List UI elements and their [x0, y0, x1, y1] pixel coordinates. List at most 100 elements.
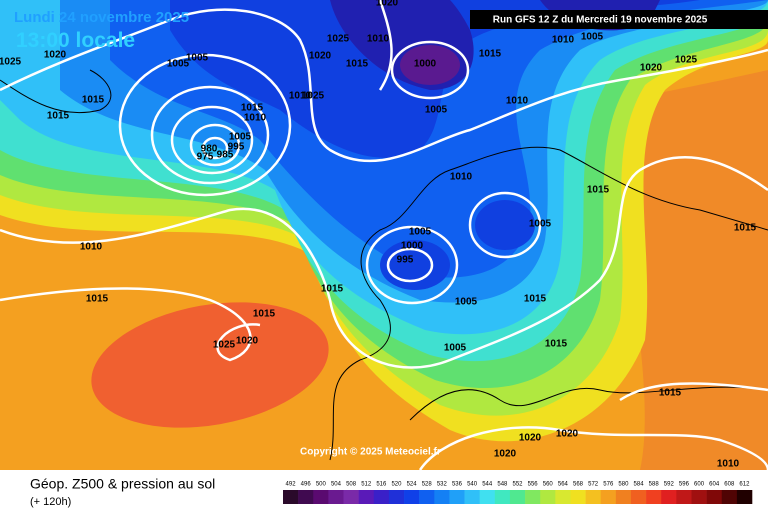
colorbar-label: 544: [482, 482, 493, 488]
isobar-label: 1020: [236, 336, 259, 347]
isobar: [201, 136, 229, 160]
colorbar-label: 596: [679, 482, 690, 488]
isobar-label: 1010: [552, 35, 575, 46]
colorbar-label: 588: [649, 482, 660, 488]
colorbar-label: 504: [331, 482, 342, 488]
colorbar-cell: [328, 490, 344, 504]
colorbar-cell: [464, 490, 480, 504]
colorbar-cell: [358, 490, 375, 504]
isobar-label: 1015: [524, 294, 547, 305]
colorbar-label: 568: [573, 482, 584, 488]
colorbar-label: 612: [739, 482, 750, 488]
colorbar-cell: [388, 490, 405, 504]
colorbar-label: 492: [286, 482, 297, 488]
purple-core: [400, 45, 460, 85]
run-label: Run GFS 12 Z du Mercredi 19 novembre 202…: [493, 15, 708, 26]
isobar-label: 995: [228, 142, 245, 153]
isobar-label: 1020: [640, 63, 663, 74]
isobar-label: 1005: [167, 59, 190, 70]
colorbar-label: 528: [422, 482, 433, 488]
isobar-label: 1020: [376, 0, 399, 9]
isobar-label: 1005: [229, 132, 252, 143]
colorbar-cell: [646, 490, 662, 504]
colorbar-cell: [736, 490, 753, 504]
footer-title: Géop. Z500 & pression au sol: [30, 476, 215, 492]
colorbar-label: 608: [724, 482, 735, 488]
colorbar-cell: [373, 490, 390, 504]
isobar-label: 1020: [44, 50, 67, 61]
orange-zone: [618, 70, 768, 470]
isobar-label: 1015: [587, 185, 610, 196]
isobar-label: 1000: [401, 241, 424, 252]
red-zone: [91, 302, 329, 428]
isobar-label: 1005: [581, 32, 604, 43]
isobar-label: 1025: [675, 55, 698, 66]
isobar-label: 985: [217, 150, 234, 161]
footer-subtitle: (+ 120h): [30, 496, 71, 508]
colorbar: 492 496 500 504 508 512 516 520 524 528 532 536 540 5…: [283, 482, 753, 504]
coastlines: [0, 69, 768, 461]
colorbar-label: 540: [467, 482, 478, 488]
colorbar-cell: [555, 490, 571, 504]
isobar: [468, 191, 542, 259]
isobar-label: 1025: [213, 340, 236, 351]
colorbar-cell: [585, 490, 602, 504]
colorbar-label: 508: [346, 482, 357, 488]
colorbar-cell: [494, 490, 511, 504]
colorbar-cell: [691, 490, 707, 504]
colorbar-cell: [479, 490, 496, 504]
colorbar-cell: [615, 490, 632, 504]
isobar: [0, 8, 768, 163]
isobar-label: 1020: [494, 449, 517, 460]
isobar: [150, 85, 270, 185]
isobar-label: 1010: [717, 459, 740, 470]
isobar: [378, 0, 393, 91]
isobar-label: 1015: [479, 49, 502, 60]
colorbar-cell: [676, 490, 692, 504]
isobar: [118, 53, 292, 197]
isobar-label: 1015: [346, 59, 369, 70]
isobar-label: 1020: [519, 433, 542, 444]
colorbar-cell: [434, 490, 450, 504]
coast-north: [449, 146, 768, 231]
colorbar-cell: [600, 490, 617, 504]
colorbar-cell: [706, 490, 723, 504]
colorbar-label: 552: [512, 482, 523, 488]
isobar-label: 1010: [244, 113, 267, 124]
isobar: [0, 156, 768, 369]
isobar: [390, 40, 470, 100]
isobar-label: 1005: [529, 219, 552, 230]
colorbar-cell: [404, 490, 420, 504]
colorbar-cell: [343, 490, 359, 504]
isobar-label: 1025: [0, 57, 22, 68]
isobar-label: 1015: [545, 339, 568, 350]
colorbar-label: 548: [497, 482, 508, 488]
isobar: [0, 287, 261, 362]
colorbar-label: 564: [558, 482, 569, 488]
isobar-label: 1015: [321, 284, 344, 295]
isobar-label: 1015: [659, 388, 682, 399]
isobar-label: 1015: [82, 95, 105, 106]
coast-greenland: [0, 69, 112, 114]
colorbar-cell: [419, 490, 435, 504]
colorbar-label: 556: [528, 482, 539, 488]
colorbar-label: 584: [634, 482, 645, 488]
isobar-label: 1005: [425, 105, 448, 116]
isobar-label: 1005: [186, 53, 209, 64]
colorbar-label: 500: [316, 482, 327, 488]
isobar-label: 1010: [289, 91, 312, 102]
isobar-label: 1025: [327, 34, 350, 45]
isobars: [0, 0, 768, 402]
colorbar-cell: [509, 490, 526, 504]
isobar-label: 1025: [302, 91, 325, 102]
colorbar-label: 532: [437, 482, 448, 488]
map-time: 13:00 locale: [16, 29, 135, 52]
isobar-label: 1020: [309, 51, 332, 62]
isobar: [619, 382, 768, 402]
isobar-label: 1005: [455, 297, 478, 308]
isobar-label: 1005: [409, 227, 432, 238]
isobar-label: 1000: [414, 59, 437, 70]
colorbar-cell: [570, 490, 586, 504]
